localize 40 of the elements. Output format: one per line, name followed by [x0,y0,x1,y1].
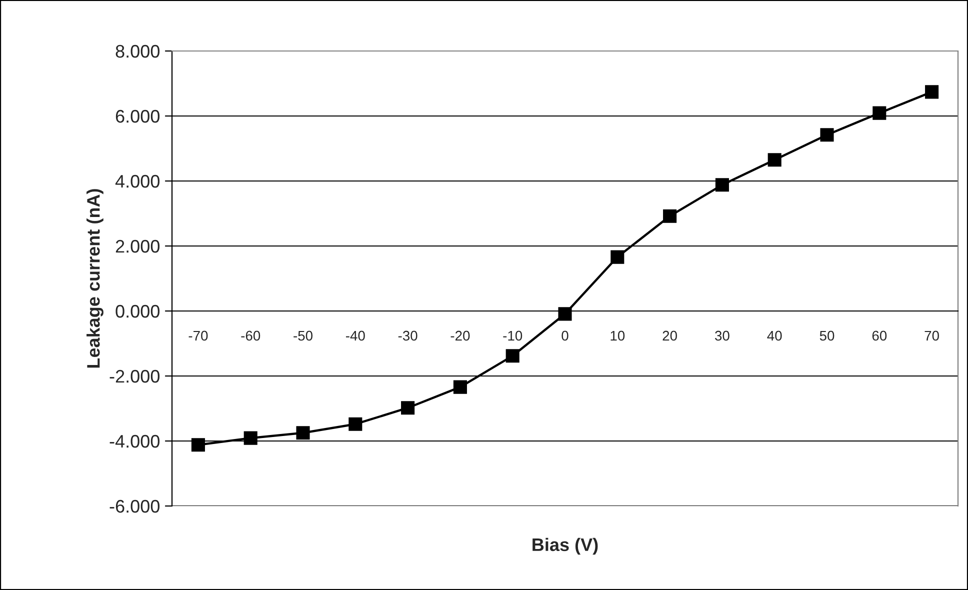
x-tick-label: -60 [241,330,260,341]
x-tick-label: 20 [662,330,677,341]
y-tick-label: 8.000 [116,44,160,58]
point [715,178,729,192]
x-tick-label: 70 [924,330,939,341]
point [401,401,415,415]
point [506,349,520,363]
x-tick-label: -10 [503,330,522,341]
y-tick-label: -4.000 [110,434,160,448]
point [296,426,310,440]
y-tick-label: 2.000 [116,240,160,253]
point [610,250,624,264]
y-tick-label: -2.000 [110,370,160,383]
x-tick-label: 50 [820,330,834,341]
point [820,128,834,142]
point [348,417,362,431]
x-tick-label: 30 [715,330,730,341]
y-tick-label: -6.000 [110,500,160,513]
x-tick-label: 60 [872,330,887,341]
x-tick-label: -30 [398,330,418,341]
x-tick-label: 0 [562,330,568,341]
x-tick-label: -20 [450,330,470,341]
y-axis-title: Leakage current (nA) [86,189,104,368]
point [872,106,886,120]
point [191,438,205,452]
x-tick-label: 10 [610,330,625,341]
point [768,153,782,167]
x-tick-label: -70 [188,330,208,341]
x-axis-title: Bias (V) [532,538,598,555]
point [663,209,677,223]
y-tick-label: 4.000 [115,174,160,188]
point [244,431,258,445]
point [453,380,467,394]
x-tick-label: 40 [767,330,782,341]
y-tick-label: 0.000 [116,304,160,318]
point [925,85,939,99]
point [558,307,572,321]
y-tick-label: 6.000 [116,110,160,123]
x-tick-label: -40 [346,330,365,341]
x-tick-label: -50 [294,330,312,341]
